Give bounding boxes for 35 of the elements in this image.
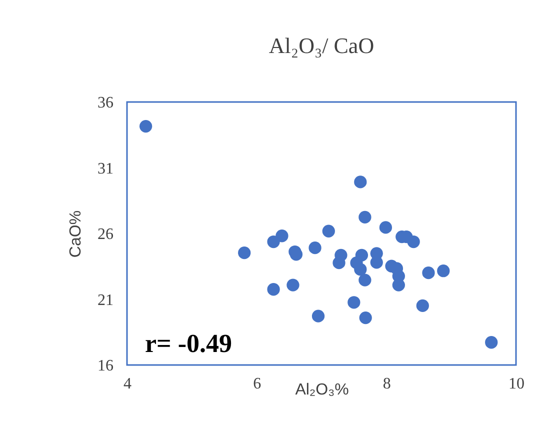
point	[354, 263, 367, 276]
point	[308, 242, 322, 254]
point	[358, 210, 372, 224]
point	[416, 299, 429, 312]
x-axis-title: Al₂O₃%	[295, 382, 349, 398]
point	[267, 235, 280, 248]
point	[139, 120, 152, 133]
point	[358, 274, 372, 286]
point	[332, 256, 346, 270]
point	[348, 296, 360, 309]
annotation: r= -0.49	[145, 329, 232, 358]
point	[437, 264, 450, 278]
point	[485, 336, 498, 349]
point	[322, 224, 335, 238]
point	[312, 310, 325, 322]
point	[422, 266, 435, 280]
chart-title: Al₂O₃/ CaO	[268, 33, 374, 58]
y-axis-title: CaO%	[68, 210, 84, 258]
point	[379, 221, 392, 234]
point	[407, 235, 420, 248]
y-tick-label: 21	[98, 292, 114, 309]
x-tick-label: 4	[124, 376, 132, 392]
y-tick-label: 16	[98, 358, 114, 374]
x-tick-label: 10	[508, 376, 524, 392]
point	[290, 248, 303, 261]
point	[359, 311, 372, 324]
point	[286, 278, 300, 292]
y-tick-label: 31	[98, 160, 114, 178]
point	[354, 176, 367, 188]
y-tick-label: 26	[98, 226, 114, 243]
point	[267, 283, 280, 296]
point	[238, 246, 251, 260]
x-tick-label: 8	[382, 376, 391, 392]
y-tick-label: 36	[98, 94, 114, 112]
x-tick-label: 6	[253, 376, 262, 392]
